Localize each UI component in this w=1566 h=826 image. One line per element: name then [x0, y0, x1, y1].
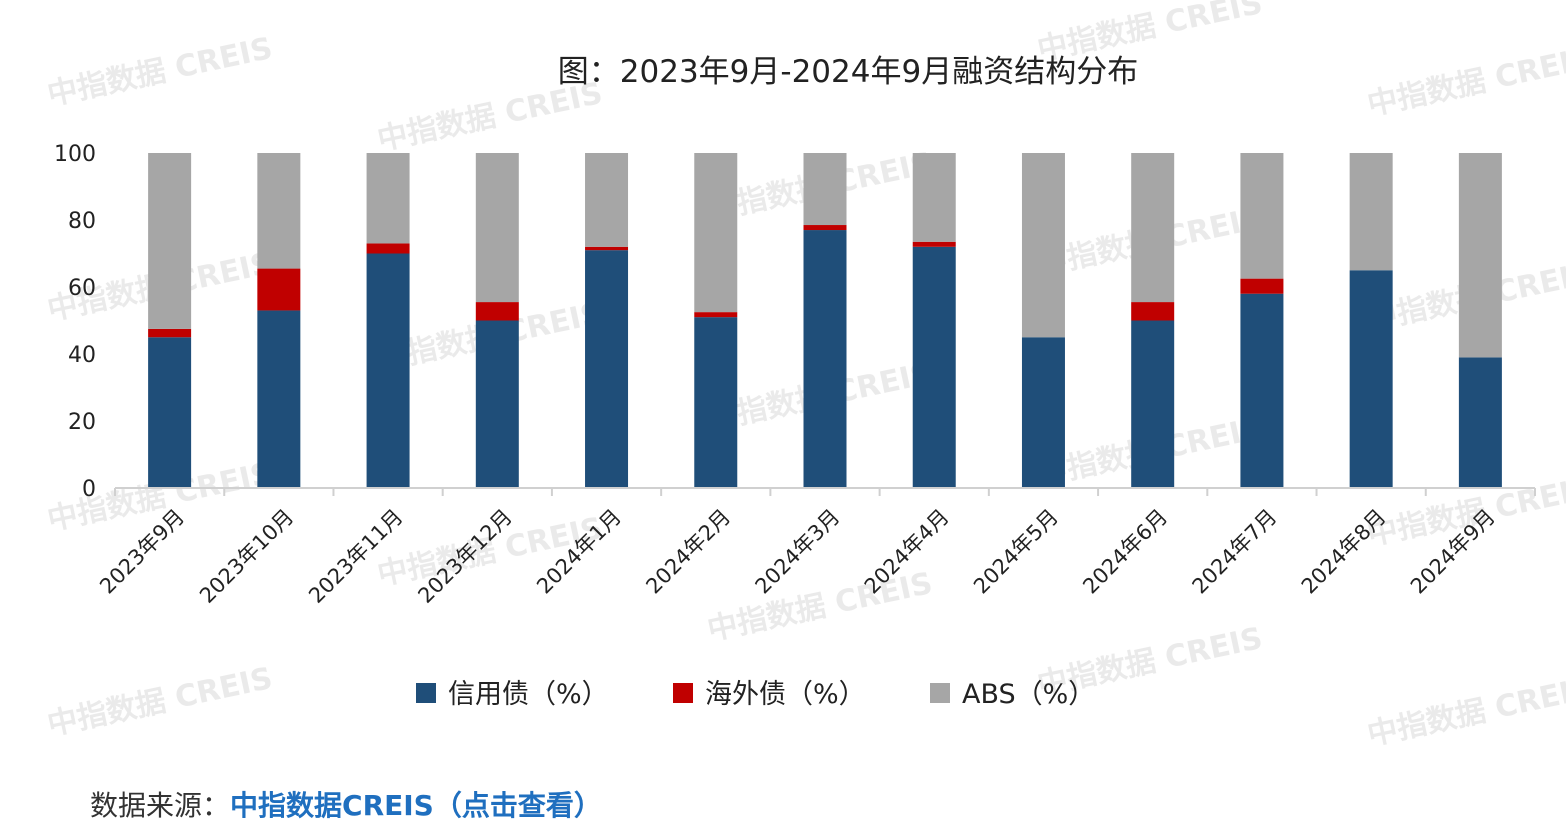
y-tick-label: 20 — [68, 410, 96, 435]
x-category-label: 2023年10月 — [195, 505, 298, 608]
x-category-label: 2024年3月 — [751, 505, 845, 599]
bar-segment-credit-bond — [1349, 270, 1393, 488]
bar-segment-overseas-bond — [148, 328, 192, 338]
bar-segment-overseas-bond — [585, 246, 629, 251]
bar-segment-credit-bond — [912, 246, 956, 488]
bar-segment-credit-bond — [475, 320, 519, 488]
watermark-text: 中指数据 CREIS — [1364, 41, 1566, 123]
x-axis-labels: 2023年9月 2023年10月 2023年11月 2023年12月 2024年1月 20… — [95, 505, 1500, 608]
bar-segment-credit-bond — [1458, 357, 1502, 488]
bar-segment-abs — [694, 153, 738, 313]
bar-segment-credit-bond — [1021, 337, 1065, 488]
source-line: 数据来源：中指数据CREIS（点击查看） — [90, 784, 602, 824]
bar-segment-credit-bond — [148, 337, 192, 488]
bar-segment-abs — [148, 153, 192, 329]
y-axis: 0 20 40 60 80 100 — [54, 142, 96, 502]
bar-segment-abs — [475, 153, 519, 303]
x-axis — [114, 487, 1536, 496]
bar-segment-abs — [1240, 153, 1284, 279]
source-label: 数据来源： — [90, 789, 231, 822]
legend-label: ABS（%） — [962, 679, 1095, 710]
bar-segment-credit-bond — [1240, 293, 1284, 488]
watermark-text: 中指数据 CREIS — [704, 566, 935, 648]
bar-segment-abs — [1021, 153, 1065, 338]
bar-segment-credit-bond — [1131, 320, 1175, 488]
bar-segment-abs — [912, 153, 956, 242]
legend-swatch — [930, 683, 950, 703]
x-category-label: 2024年5月 — [969, 505, 1063, 599]
bar-segment-overseas-bond — [475, 302, 519, 321]
x-category-label: 2024年2月 — [641, 505, 735, 599]
legend: 信用债（%） 海外债（%） ABS（%） — [416, 679, 1095, 710]
bar-segment-abs — [1349, 153, 1393, 271]
bar-segment-credit-bond — [694, 317, 738, 488]
y-tick-label: 0 — [82, 477, 96, 502]
x-category-label: 2024年6月 — [1078, 505, 1172, 599]
bar-segment-overseas-bond — [1240, 278, 1284, 294]
bar-segment-overseas-bond — [1131, 302, 1175, 321]
bar-segment-credit-bond — [585, 250, 629, 488]
bar-segment-abs — [366, 153, 410, 244]
bar-segment-credit-bond — [803, 230, 847, 489]
bars-group — [148, 153, 1502, 489]
legend-label: 海外债（%） — [705, 679, 866, 710]
legend-swatch — [416, 683, 436, 703]
bar-segment-overseas-bond — [803, 225, 847, 231]
source-link[interactable]: 中指数据CREIS（点击查看） — [230, 789, 602, 822]
bar-segment-abs — [257, 153, 301, 269]
y-tick-label: 80 — [68, 209, 96, 234]
chart-title: 图：2023年9月-2024年9月融资结构分布 — [558, 54, 1138, 90]
watermark-text: 中指数据 CREIS — [1364, 671, 1566, 753]
y-tick-label: 100 — [54, 142, 96, 167]
bar-segment-overseas-bond — [694, 312, 738, 318]
watermark-text: 中指数据 CREIS — [44, 31, 275, 113]
bar-segment-abs — [1458, 153, 1502, 358]
x-category-label: 2024年7月 — [1188, 505, 1282, 599]
bar-segment-overseas-bond — [912, 241, 956, 247]
bar-segment-overseas-bond — [257, 268, 301, 311]
legend-label: 信用债（%） — [448, 679, 609, 710]
watermark-text: 中指数据 CREIS — [44, 661, 275, 743]
y-tick-label: 60 — [68, 276, 96, 301]
bar-segment-abs — [585, 153, 629, 247]
bar-segment-credit-bond — [366, 253, 410, 488]
bar-segment-overseas-bond — [366, 243, 410, 254]
bar-segment-abs — [1131, 153, 1175, 303]
bar-segment-credit-bond — [257, 310, 301, 488]
y-tick-label: 40 — [68, 343, 96, 368]
legend-swatch — [673, 683, 693, 703]
bar-segment-abs — [803, 153, 847, 226]
